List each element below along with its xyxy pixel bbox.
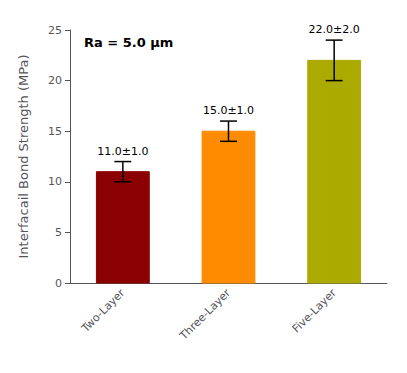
svg-text:15: 15 [48, 125, 62, 138]
svg-text:Two-Layer: Two-Layer [78, 286, 127, 335]
svg-text:Three-Layer: Three-Layer [176, 286, 233, 343]
svg-text:Ra = 5.0 μm: Ra = 5.0 μm [84, 35, 173, 50]
svg-text:20: 20 [48, 74, 62, 87]
svg-text:25: 25 [48, 24, 62, 37]
svg-text:15.0±1.0: 15.0±1.0 [203, 104, 254, 117]
svg-text:5: 5 [55, 226, 62, 239]
svg-text:Interfacail Bond Strength (MPa: Interfacail Bond Strength (MPa) [16, 55, 31, 259]
svg-text:Five-Layer: Five-Layer [290, 286, 339, 335]
svg-text:22.0±2.0: 22.0±2.0 [309, 23, 360, 36]
svg-text:0: 0 [55, 277, 62, 290]
svg-text:11.0±1.0: 11.0±1.0 [97, 145, 148, 158]
svg-text:10: 10 [48, 175, 62, 188]
